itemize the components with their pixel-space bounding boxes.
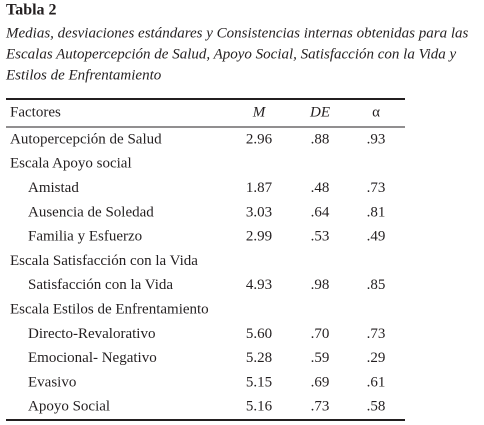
row-label: Directo-Revalorativo	[28, 326, 155, 342]
table-title: Tabla 2	[6, 2, 57, 19]
cell: .49	[367, 229, 386, 245]
header-cell: α	[372, 104, 380, 120]
row-label: Amistad	[28, 180, 79, 196]
cell: .58	[367, 399, 386, 415]
cell: 2.96	[246, 131, 273, 147]
cell: .64	[311, 204, 330, 220]
row-label: Ausencia de Soledad	[28, 204, 154, 220]
header-cell: DE	[309, 104, 330, 120]
caption-line: Estilos de Enfrentamiento	[5, 67, 162, 83]
cell: .69	[311, 374, 330, 390]
cell: 5.15	[246, 374, 272, 390]
cell: .88	[311, 131, 330, 147]
cell: 1.87	[246, 180, 273, 196]
caption-line: Medias, desviaciones estándares y Consis…	[5, 25, 468, 41]
caption-line: Escalas Autopercepción de Salud, Apoyo S…	[5, 46, 457, 62]
row-label: Satisfacción con la Vida	[28, 277, 173, 293]
row-label: Escala Apoyo social	[10, 156, 132, 172]
row-label: Apoyo Social	[28, 399, 110, 415]
row-label: Escala Estilos de Enfrentamiento	[10, 302, 209, 318]
cell: 5.16	[246, 399, 273, 415]
header-cell: Factores	[10, 104, 61, 120]
cell: 5.28	[246, 350, 272, 366]
row-label: Emocional- Negativo	[28, 350, 157, 366]
cell: .61	[367, 374, 386, 390]
cell: 4.93	[246, 277, 272, 293]
cell: .73	[367, 180, 386, 196]
cell: 2.99	[246, 229, 272, 245]
cell: 3.03	[246, 204, 272, 220]
cell: .53	[311, 229, 330, 245]
cell: .73	[367, 326, 386, 342]
cell: .93	[367, 131, 386, 147]
header-cell: M	[252, 104, 267, 120]
cell: .48	[311, 180, 330, 196]
cell: .98	[311, 277, 330, 293]
cell: .85	[367, 277, 386, 293]
row-label: Autopercepción de Salud	[10, 131, 162, 147]
cell: 5.60	[246, 326, 272, 342]
cell: .73	[311, 399, 330, 415]
row-label: Evasivo	[28, 374, 76, 390]
cell: .81	[367, 204, 386, 220]
cell: .70	[311, 326, 330, 342]
cell: .59	[311, 350, 330, 366]
row-label: Familia y Esfuerzo	[28, 229, 142, 245]
cell: .29	[367, 350, 386, 366]
row-label: Escala Satisfacción con la Vida	[10, 253, 198, 269]
